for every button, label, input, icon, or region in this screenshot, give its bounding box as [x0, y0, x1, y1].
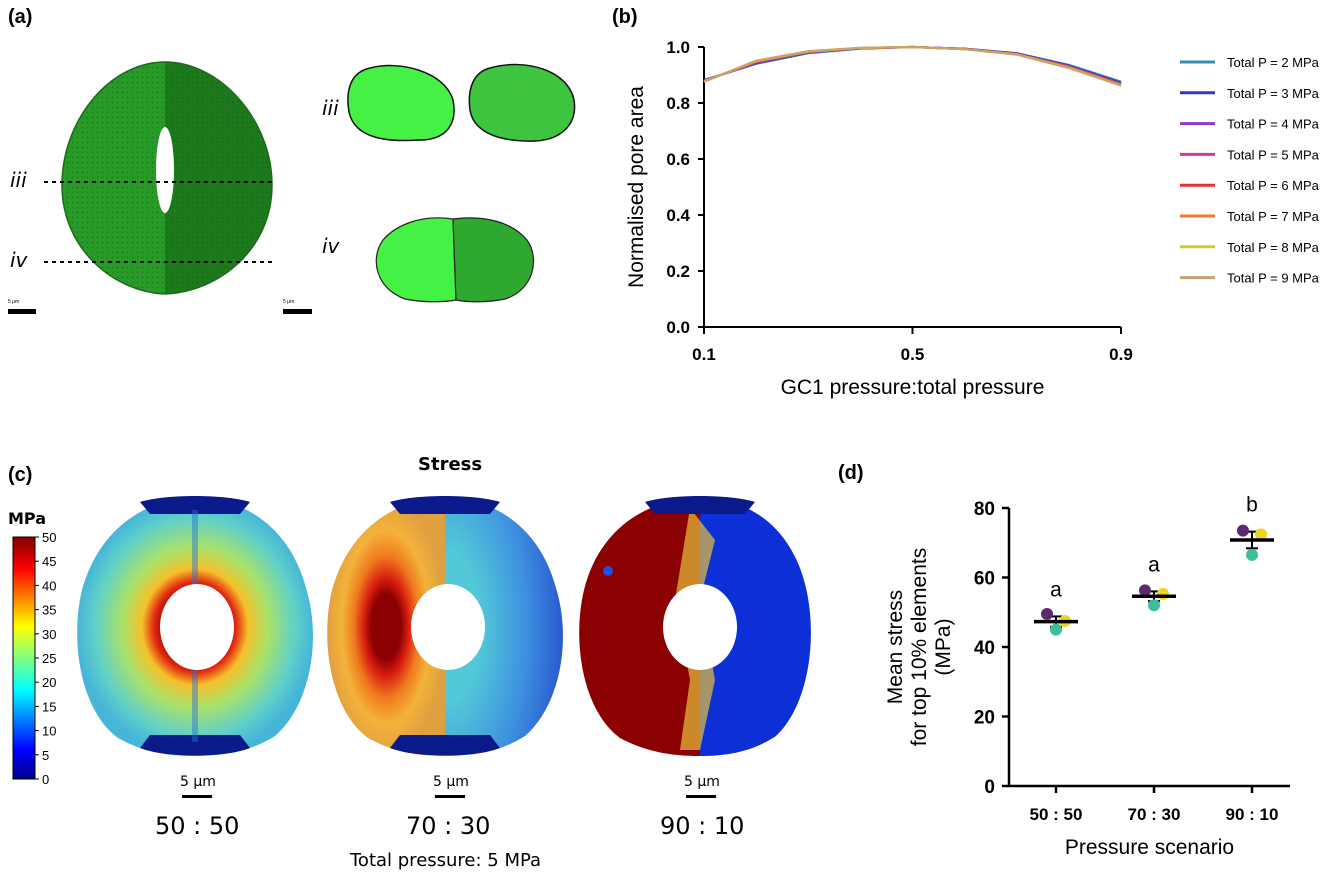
- x-tick-label: 0.1: [692, 345, 716, 364]
- data-point: [1050, 623, 1062, 636]
- legend-label: Total P = 9 MPa: [1227, 271, 1320, 286]
- colorbar-tick-label: 30: [42, 627, 56, 642]
- colorbar-tick-label: 20: [42, 675, 56, 690]
- label-iv: iv: [10, 248, 28, 272]
- legend-label: Total P = 7 MPa: [1227, 209, 1320, 224]
- data-point: [1255, 528, 1267, 541]
- panel-b-label: (b): [612, 6, 638, 28]
- scenario-label-3: 90 : 10: [660, 812, 745, 840]
- colorbar-tick-label: 45: [42, 554, 56, 569]
- panel-c-label: (c): [8, 464, 33, 486]
- label-iii-section: iii: [322, 96, 339, 120]
- y-axis-title-line: Mean stress: [884, 590, 907, 704]
- y-tick-label: 0.2: [666, 262, 690, 281]
- y-tick-label: 0.0: [666, 318, 690, 337]
- legend-label: Total P = 3 MPa: [1227, 86, 1320, 101]
- cross-section-iv: [375, 217, 535, 303]
- legend-label: Total P = 5 MPa: [1227, 147, 1320, 162]
- label-iv-section: iv: [322, 234, 340, 258]
- significance-letter: a: [1050, 578, 1062, 601]
- x-tick-label: 0.5: [901, 345, 925, 364]
- y-axis-title: Normalised pore area: [625, 86, 648, 288]
- scale-bar-right: [283, 309, 312, 314]
- legend-label: Total P = 2 MPa: [1227, 55, 1320, 70]
- significance-letter: b: [1246, 494, 1258, 517]
- data-point: [1237, 524, 1249, 537]
- legend-label: Total P = 8 MPa: [1227, 240, 1320, 255]
- x-tick-label: 50 : 50: [1030, 805, 1083, 824]
- stress-map-50-50: [77, 496, 313, 756]
- x-axis-title: Pressure scenario: [1065, 836, 1234, 859]
- x-tick-label: 0.9: [1109, 345, 1133, 364]
- y-tick-label: 0: [984, 777, 995, 798]
- colorbar-tick-label: 10: [42, 724, 56, 739]
- data-point: [1148, 599, 1160, 612]
- scale-label-left: 5 μm: [8, 299, 20, 305]
- data-point: [1246, 548, 1258, 561]
- colorbar-tick-label: 15: [42, 699, 56, 714]
- data-point: [1041, 607, 1053, 620]
- scale-label-c1: 5 μm: [180, 774, 216, 790]
- y-tick-label: 80: [974, 499, 995, 520]
- legend-label: Total P = 4 MPa: [1227, 117, 1320, 132]
- stomata-top-view: [61, 61, 273, 295]
- stress-map-70-30: [327, 496, 563, 756]
- mean-stress-scatter: 0 20 40 60 80 50 : 50 a 70 : 30 a 90 : 10 b Pressur…: [884, 494, 1290, 859]
- y-tick-label: 1.0: [666, 38, 690, 57]
- panel-a-figure: [8, 61, 576, 314]
- scale-label-c2: 5 μm: [433, 774, 469, 790]
- colorbar: [12, 536, 36, 780]
- significance-letter: a: [1148, 553, 1160, 576]
- colorbar-tick-label: 5: [42, 748, 49, 763]
- y-axis-title-line: (MPa): [932, 618, 955, 675]
- label-iii: iii: [10, 168, 27, 192]
- scale-bar-left: [8, 309, 36, 314]
- y-tick-label: 0.4: [666, 206, 690, 225]
- colorbar-tick-label: 0: [42, 772, 49, 787]
- stress-title: Stress: [418, 454, 483, 475]
- scale-bar-c3: [686, 795, 716, 798]
- x-tick-label: 90 : 10: [1226, 805, 1279, 824]
- series-line-8: [703, 45, 1122, 87]
- scenario-label-1: 50 : 50: [155, 812, 240, 840]
- colorbar-unit: MPa: [8, 509, 47, 528]
- data-point: [1157, 587, 1169, 600]
- colorbar-tick-label: 50: [42, 530, 56, 545]
- stress-map-90-10: [579, 496, 811, 756]
- scenario-label-2: 70 : 30: [406, 812, 491, 840]
- y-tick-label: 40: [974, 638, 995, 659]
- scale-label-right: 5 μm: [283, 299, 295, 305]
- y-tick-label: 0.6: [666, 150, 690, 169]
- pore-area-line-chart: 0.0 0.2 0.4 0.6 0.8 1.0 0.1 0.5 0.9 GC1 pressure:…: [625, 38, 1320, 399]
- panel-d-label: (d): [838, 462, 864, 484]
- y-tick-label: 20: [974, 708, 995, 729]
- colorbar-tick-label: 25: [42, 651, 56, 666]
- scale-label-c3: 5 μm: [684, 774, 720, 790]
- colorbar-tick-label: 35: [42, 603, 56, 618]
- y-axis-title-line: for top 10% elements: [908, 548, 931, 746]
- scale-bar-c2: [435, 795, 465, 798]
- x-tick-label: 70 : 30: [1128, 805, 1181, 824]
- scale-bar-c1: [182, 795, 212, 798]
- y-tick-label: 0.8: [666, 94, 690, 113]
- colorbar-tick-label: 40: [42, 578, 56, 593]
- y-tick-label: 60: [974, 569, 995, 590]
- cross-section-iii: [347, 63, 576, 142]
- data-point: [1139, 584, 1151, 597]
- x-axis-title: GC1 pressure:total pressure: [781, 376, 1045, 399]
- total-pressure-note: Total pressure: 5 MPa: [350, 850, 542, 871]
- legend-label: Total P = 6 MPa: [1227, 178, 1320, 193]
- panel-a-label: (a): [8, 6, 33, 28]
